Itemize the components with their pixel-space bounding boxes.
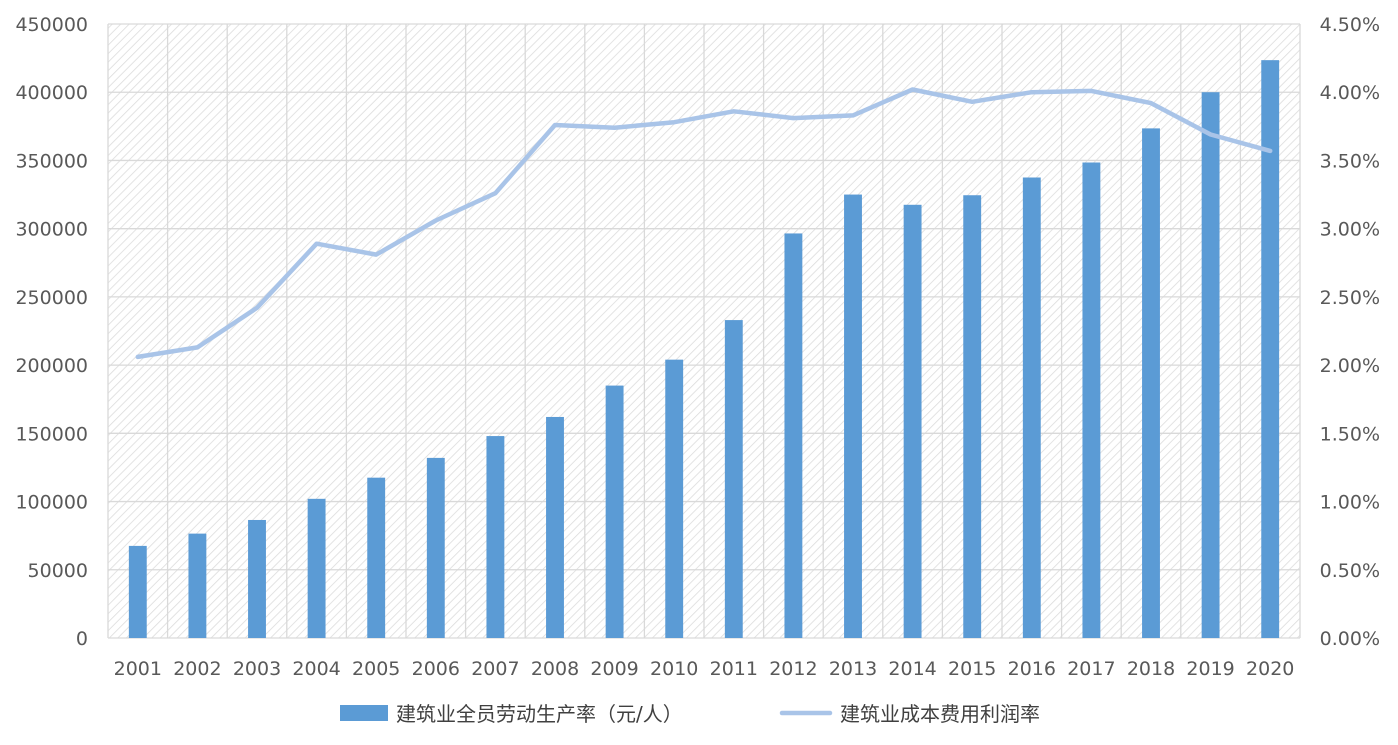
bar [307, 498, 326, 638]
bar [486, 436, 505, 638]
x-tick-label: 2015 [948, 658, 996, 680]
right-y-tick-label: 2.50% [1320, 287, 1380, 309]
x-tick-label: 2016 [1008, 658, 1056, 680]
x-tick-label: 2004 [292, 658, 340, 680]
right-y-tick-label: 1.00% [1320, 492, 1380, 514]
x-tick-label: 2007 [471, 658, 519, 680]
left-y-tick-label: 450000 [15, 14, 88, 36]
right-y-tick-label: 4.00% [1320, 82, 1380, 104]
bar [1201, 92, 1220, 638]
legend-line-label: 建筑业成本费用利润率 [840, 702, 1040, 726]
legend: 建筑业全员劳动生产率（元/人） 建筑业成本费用利润率 [340, 702, 1040, 726]
x-tick-label: 2020 [1246, 658, 1294, 680]
left-y-tick-label: 250000 [15, 287, 88, 309]
gridlines [107, 23, 1301, 639]
x-tick-label: 2013 [829, 658, 877, 680]
left-y-tick-label: 300000 [15, 219, 88, 241]
bar [128, 545, 147, 638]
bar [605, 385, 624, 638]
line-series [135, 87, 1273, 360]
bar [546, 416, 564, 638]
x-tick-label: 2009 [590, 658, 638, 680]
bar [1022, 177, 1041, 638]
bar [903, 204, 922, 639]
left-y-tick-label: 200000 [15, 355, 88, 377]
bar-series [128, 60, 1280, 639]
x-tick-label: 2005 [352, 658, 400, 680]
bar [1082, 162, 1101, 639]
x-tick-label: 2019 [1186, 658, 1234, 680]
right-y-tick-label: 0.00% [1320, 628, 1380, 650]
left-y-tick-label: 150000 [15, 423, 88, 445]
x-tick-label: 2008 [531, 658, 579, 680]
right-y-tick-label: 1.50% [1320, 423, 1380, 445]
left-y-tick-label: 50000 [28, 560, 88, 582]
right-y-tick-label: 0.50% [1320, 560, 1380, 582]
x-tick-label: 2010 [650, 658, 698, 680]
left-y-tick-label: 400000 [15, 82, 88, 104]
x-tick-label: 2011 [710, 658, 758, 680]
x-tick-label: 2006 [412, 658, 460, 680]
left-y-axis: 0 50000 100000 150000 200000 250000 300000 3500… [15, 14, 88, 650]
profit-rate-line [135, 87, 1273, 360]
right-y-tick-label: 4.50% [1320, 14, 1380, 36]
bar [426, 457, 445, 638]
bar [963, 195, 982, 638]
bar [665, 359, 684, 638]
right-y-axis: 0.00% 0.50% 1.00% 1.50% 2.00% 2.50% 3.00% 3.50%… [1320, 14, 1380, 650]
x-tick-label: 2018 [1127, 658, 1175, 680]
bar [1142, 128, 1160, 638]
x-tick-label: 2003 [233, 658, 281, 680]
bar [1261, 60, 1280, 638]
x-tick-label: 2001 [114, 658, 162, 680]
legend-bar-swatch [340, 705, 388, 721]
bar [724, 320, 743, 638]
x-axis: 2001 2002 2003 2004 2005 2006 2007 2008 2009 2010… [114, 658, 1295, 680]
bar [784, 233, 803, 639]
x-tick-label: 2014 [888, 658, 936, 680]
left-y-tick-label: 350000 [15, 150, 88, 172]
right-y-tick-label: 3.50% [1320, 150, 1380, 172]
x-tick-label: 2017 [1067, 658, 1115, 680]
left-y-tick-label: 0 [76, 628, 88, 650]
left-y-tick-label: 100000 [15, 492, 88, 514]
x-tick-label: 2012 [769, 658, 817, 680]
right-y-tick-label: 3.00% [1320, 219, 1380, 241]
x-tick-label: 2002 [173, 658, 221, 680]
legend-bar-label: 建筑业全员劳动生产率（元/人） [396, 702, 683, 726]
bar [188, 533, 207, 638]
bar [844, 194, 862, 639]
bar [248, 519, 266, 638]
bar [367, 477, 386, 638]
right-y-tick-label: 2.00% [1320, 355, 1380, 377]
